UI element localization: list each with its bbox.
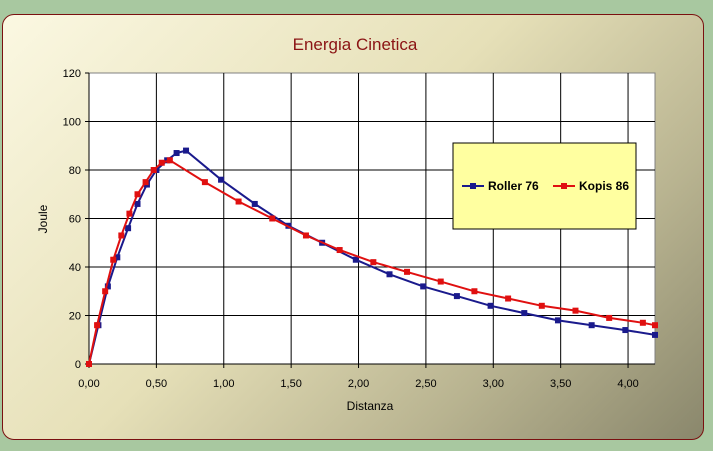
legend-marker-kopis-86 bbox=[561, 183, 567, 189]
y-tick-label: 80 bbox=[69, 165, 81, 177]
data-point-kopis-86 bbox=[150, 167, 157, 173]
x-tick-label: 2,50 bbox=[415, 378, 436, 390]
y-tick-label: 40 bbox=[69, 262, 81, 274]
data-point-roller-76 bbox=[554, 317, 561, 324]
series-group bbox=[86, 147, 658, 367]
data-point-kopis-86 bbox=[302, 232, 309, 239]
data-point-roller-76 bbox=[125, 225, 132, 232]
data-point-roller-76 bbox=[521, 310, 528, 317]
data-point-roller-76 bbox=[352, 256, 359, 263]
data-point-kopis-86 bbox=[134, 191, 141, 198]
data-point-kopis-86 bbox=[86, 361, 92, 367]
data-point-roller-76 bbox=[453, 293, 460, 300]
data-point-kopis-86 bbox=[538, 302, 545, 309]
x-tick-label: 4,00 bbox=[617, 378, 638, 390]
data-point-roller-76 bbox=[134, 200, 141, 207]
x-tick-label: 3,50 bbox=[550, 378, 571, 390]
data-point-roller-76 bbox=[173, 150, 180, 157]
y-tick-label: 60 bbox=[69, 214, 81, 226]
x-axis-title: Distanza bbox=[347, 399, 394, 413]
data-point-kopis-86 bbox=[142, 179, 149, 186]
x-tick-label: 1,00 bbox=[213, 378, 234, 390]
data-point-kopis-86 bbox=[572, 307, 579, 314]
y-tick-label: 20 bbox=[69, 311, 81, 323]
data-point-kopis-86 bbox=[639, 319, 646, 326]
data-point-roller-76 bbox=[588, 322, 595, 329]
data-point-roller-76 bbox=[183, 147, 190, 154]
data-point-kopis-86 bbox=[126, 210, 133, 217]
y-axis-title: Joule bbox=[36, 204, 50, 233]
data-point-kopis-86 bbox=[94, 322, 101, 329]
data-point-roller-76 bbox=[420, 283, 427, 290]
data-point-kopis-86 bbox=[437, 278, 444, 285]
data-point-roller-76 bbox=[104, 283, 111, 290]
data-point-kopis-86 bbox=[269, 215, 276, 222]
x-tick-label: 2,00 bbox=[348, 378, 369, 390]
y-tick-label: 120 bbox=[63, 68, 81, 80]
data-point-roller-76 bbox=[386, 271, 393, 278]
data-point-kopis-86 bbox=[235, 198, 242, 205]
data-point-roller-76 bbox=[652, 331, 658, 338]
data-point-kopis-86 bbox=[201, 179, 208, 186]
x-tick-label: 0,50 bbox=[146, 378, 167, 390]
y-tick-label: 0 bbox=[75, 359, 81, 371]
x-axis: 0,00 0,50 1,00 1,50 2,00 2,50 3,00 3,50 4,00 bbox=[78, 363, 655, 390]
data-point-roller-76 bbox=[622, 327, 629, 334]
data-point-roller-76 bbox=[487, 302, 494, 309]
data-point-kopis-86 bbox=[158, 159, 165, 166]
data-point-kopis-86 bbox=[336, 247, 343, 254]
data-point-kopis-86 bbox=[471, 288, 478, 295]
x-tick-label: 3,00 bbox=[483, 378, 504, 390]
y-axis: 0 20 40 60 80 100 120 bbox=[63, 68, 90, 371]
legend: Roller 76 Kopis 86 bbox=[452, 142, 637, 230]
data-point-kopis-86 bbox=[166, 157, 173, 164]
data-point-kopis-86 bbox=[110, 256, 117, 263]
y-tick-label: 100 bbox=[63, 117, 81, 129]
data-point-kopis-86 bbox=[102, 288, 109, 295]
data-point-kopis-86 bbox=[404, 268, 411, 275]
data-point-roller-76 bbox=[114, 254, 121, 261]
data-point-kopis-86 bbox=[652, 322, 658, 329]
legend-marker-roller-76 bbox=[470, 183, 476, 189]
data-point-roller-76 bbox=[251, 200, 258, 207]
series-line-kopis-86 bbox=[88, 159, 656, 365]
legend-label-roller-76: Roller 76 bbox=[488, 179, 539, 193]
legend-label-kopis-86: Kopis 86 bbox=[579, 179, 629, 193]
data-point-kopis-86 bbox=[505, 295, 512, 302]
data-point-roller-76 bbox=[218, 176, 225, 183]
data-point-kopis-86 bbox=[118, 232, 125, 239]
x-tick-label: 1,50 bbox=[280, 378, 301, 390]
chart-title: Energia Cinetica bbox=[293, 35, 418, 54]
data-point-kopis-86 bbox=[606, 314, 613, 321]
data-point-kopis-86 bbox=[370, 259, 377, 266]
x-tick-label: 0,00 bbox=[78, 378, 99, 390]
